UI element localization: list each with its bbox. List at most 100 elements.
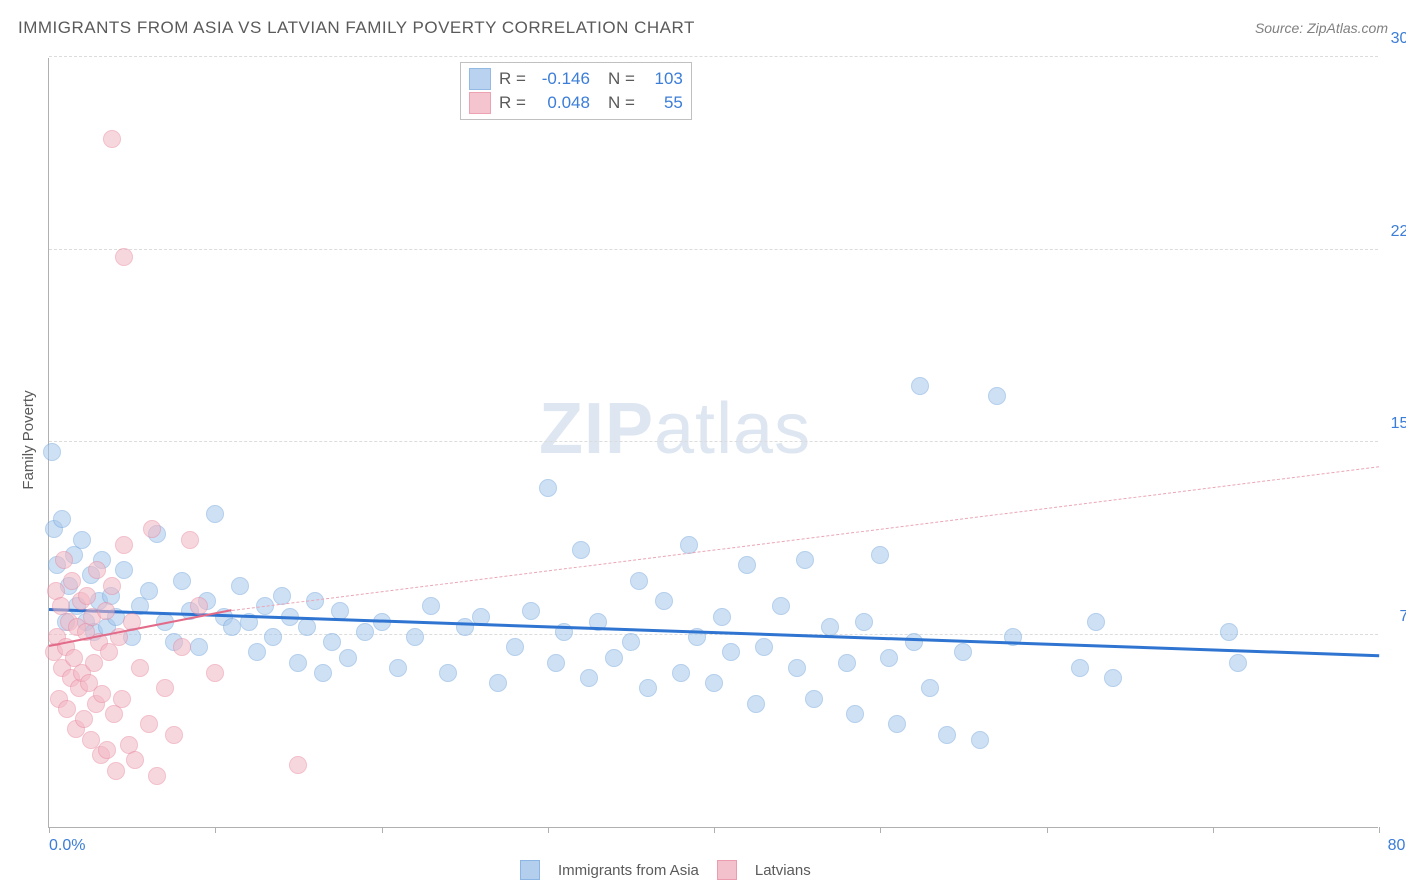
scatter-point xyxy=(103,577,121,595)
x-tick xyxy=(49,827,50,833)
scatter-point xyxy=(73,531,91,549)
scatter-point xyxy=(572,541,590,559)
y-axis-label: Family Poverty xyxy=(20,390,37,489)
scatter-point xyxy=(547,654,565,672)
scatter-point xyxy=(838,654,856,672)
scatter-point xyxy=(1229,654,1247,672)
r-label: R = xyxy=(499,69,526,89)
scatter-point xyxy=(53,510,71,528)
x-tick xyxy=(548,827,549,833)
scatter-point xyxy=(140,715,158,733)
scatter-point xyxy=(100,643,118,661)
scatter-point xyxy=(148,767,166,785)
scatter-point xyxy=(389,659,407,677)
scatter-point xyxy=(98,741,116,759)
scatter-point xyxy=(954,643,972,661)
scatter-point xyxy=(846,705,864,723)
scatter-point xyxy=(126,751,144,769)
plot-area: ZIPatlas 7.5%15.0%22.5%30.0%0.0%80.0% xyxy=(48,58,1378,828)
scatter-point xyxy=(206,505,224,523)
scatter-point xyxy=(143,520,161,538)
x-tick-label: 0.0% xyxy=(49,837,85,855)
scatter-point xyxy=(639,679,657,697)
scatter-point xyxy=(1071,659,1089,677)
correlation-legend: R =-0.146N =103R =0.048N =55 xyxy=(460,62,692,120)
scatter-point xyxy=(173,572,191,590)
x-tick xyxy=(880,827,881,833)
scatter-point xyxy=(223,618,241,636)
scatter-point xyxy=(43,443,61,461)
scatter-point xyxy=(805,690,823,708)
scatter-point xyxy=(911,377,929,395)
scatter-point xyxy=(406,628,424,646)
series-legend: Immigrants from Asia Latvians xyxy=(520,860,811,880)
gridline xyxy=(49,441,1378,442)
scatter-point xyxy=(605,649,623,667)
scatter-point xyxy=(988,387,1006,405)
scatter-point xyxy=(339,649,357,667)
x-tick xyxy=(215,827,216,833)
scatter-point xyxy=(165,726,183,744)
x-tick xyxy=(1379,827,1380,833)
y-tick-label: 22.5% xyxy=(1380,223,1406,241)
y-tick-label: 30.0% xyxy=(1380,30,1406,48)
source-label: Source: ZipAtlas.com xyxy=(1255,20,1388,36)
x-tick xyxy=(382,827,383,833)
scatter-point xyxy=(888,715,906,733)
scatter-point xyxy=(58,700,76,718)
scatter-point xyxy=(78,587,96,605)
scatter-point xyxy=(672,664,690,682)
scatter-point xyxy=(181,531,199,549)
scatter-point xyxy=(206,664,224,682)
scatter-point xyxy=(289,756,307,774)
scatter-point xyxy=(190,638,208,656)
legend-swatch xyxy=(469,92,491,114)
scatter-point xyxy=(755,638,773,656)
scatter-point xyxy=(75,710,93,728)
scatter-point xyxy=(97,602,115,620)
watermark-bold: ZIP xyxy=(539,389,654,469)
gridline xyxy=(49,249,1378,250)
scatter-point xyxy=(105,705,123,723)
scatter-point xyxy=(248,643,266,661)
y-tick-label: 7.5% xyxy=(1380,608,1406,626)
scatter-point xyxy=(1220,623,1238,641)
scatter-point xyxy=(107,762,125,780)
y-tick-label: 15.0% xyxy=(1380,415,1406,433)
x-tick-label: 80.0% xyxy=(1388,837,1406,855)
scatter-point xyxy=(422,597,440,615)
scatter-point xyxy=(796,551,814,569)
scatter-point xyxy=(821,618,839,636)
trend-line xyxy=(232,467,1379,612)
n-label: N = xyxy=(608,93,635,113)
scatter-point xyxy=(738,556,756,574)
scatter-point xyxy=(938,726,956,744)
scatter-point xyxy=(356,623,374,641)
n-value: 103 xyxy=(643,69,683,89)
scatter-point xyxy=(314,664,332,682)
legend-label: Latvians xyxy=(755,862,811,879)
scatter-point xyxy=(323,633,341,651)
scatter-point xyxy=(772,597,790,615)
scatter-point xyxy=(522,602,540,620)
scatter-point xyxy=(855,613,873,631)
x-tick xyxy=(1213,827,1214,833)
scatter-point xyxy=(622,633,640,651)
scatter-point xyxy=(55,551,73,569)
legend-swatch xyxy=(469,68,491,90)
scatter-point xyxy=(506,638,524,656)
legend-label: Immigrants from Asia xyxy=(558,862,699,879)
scatter-point xyxy=(264,628,282,646)
scatter-point xyxy=(971,731,989,749)
scatter-point xyxy=(489,674,507,692)
x-tick xyxy=(714,827,715,833)
watermark: ZIPatlas xyxy=(539,388,811,470)
scatter-point xyxy=(456,618,474,636)
chart-title: IMMIGRANTS FROM ASIA VS LATVIAN FAMILY P… xyxy=(18,18,695,38)
scatter-point xyxy=(713,608,731,626)
legend-swatch xyxy=(520,860,540,880)
n-value: 55 xyxy=(643,93,683,113)
scatter-point xyxy=(115,248,133,266)
scatter-point xyxy=(140,582,158,600)
scatter-point xyxy=(289,654,307,672)
